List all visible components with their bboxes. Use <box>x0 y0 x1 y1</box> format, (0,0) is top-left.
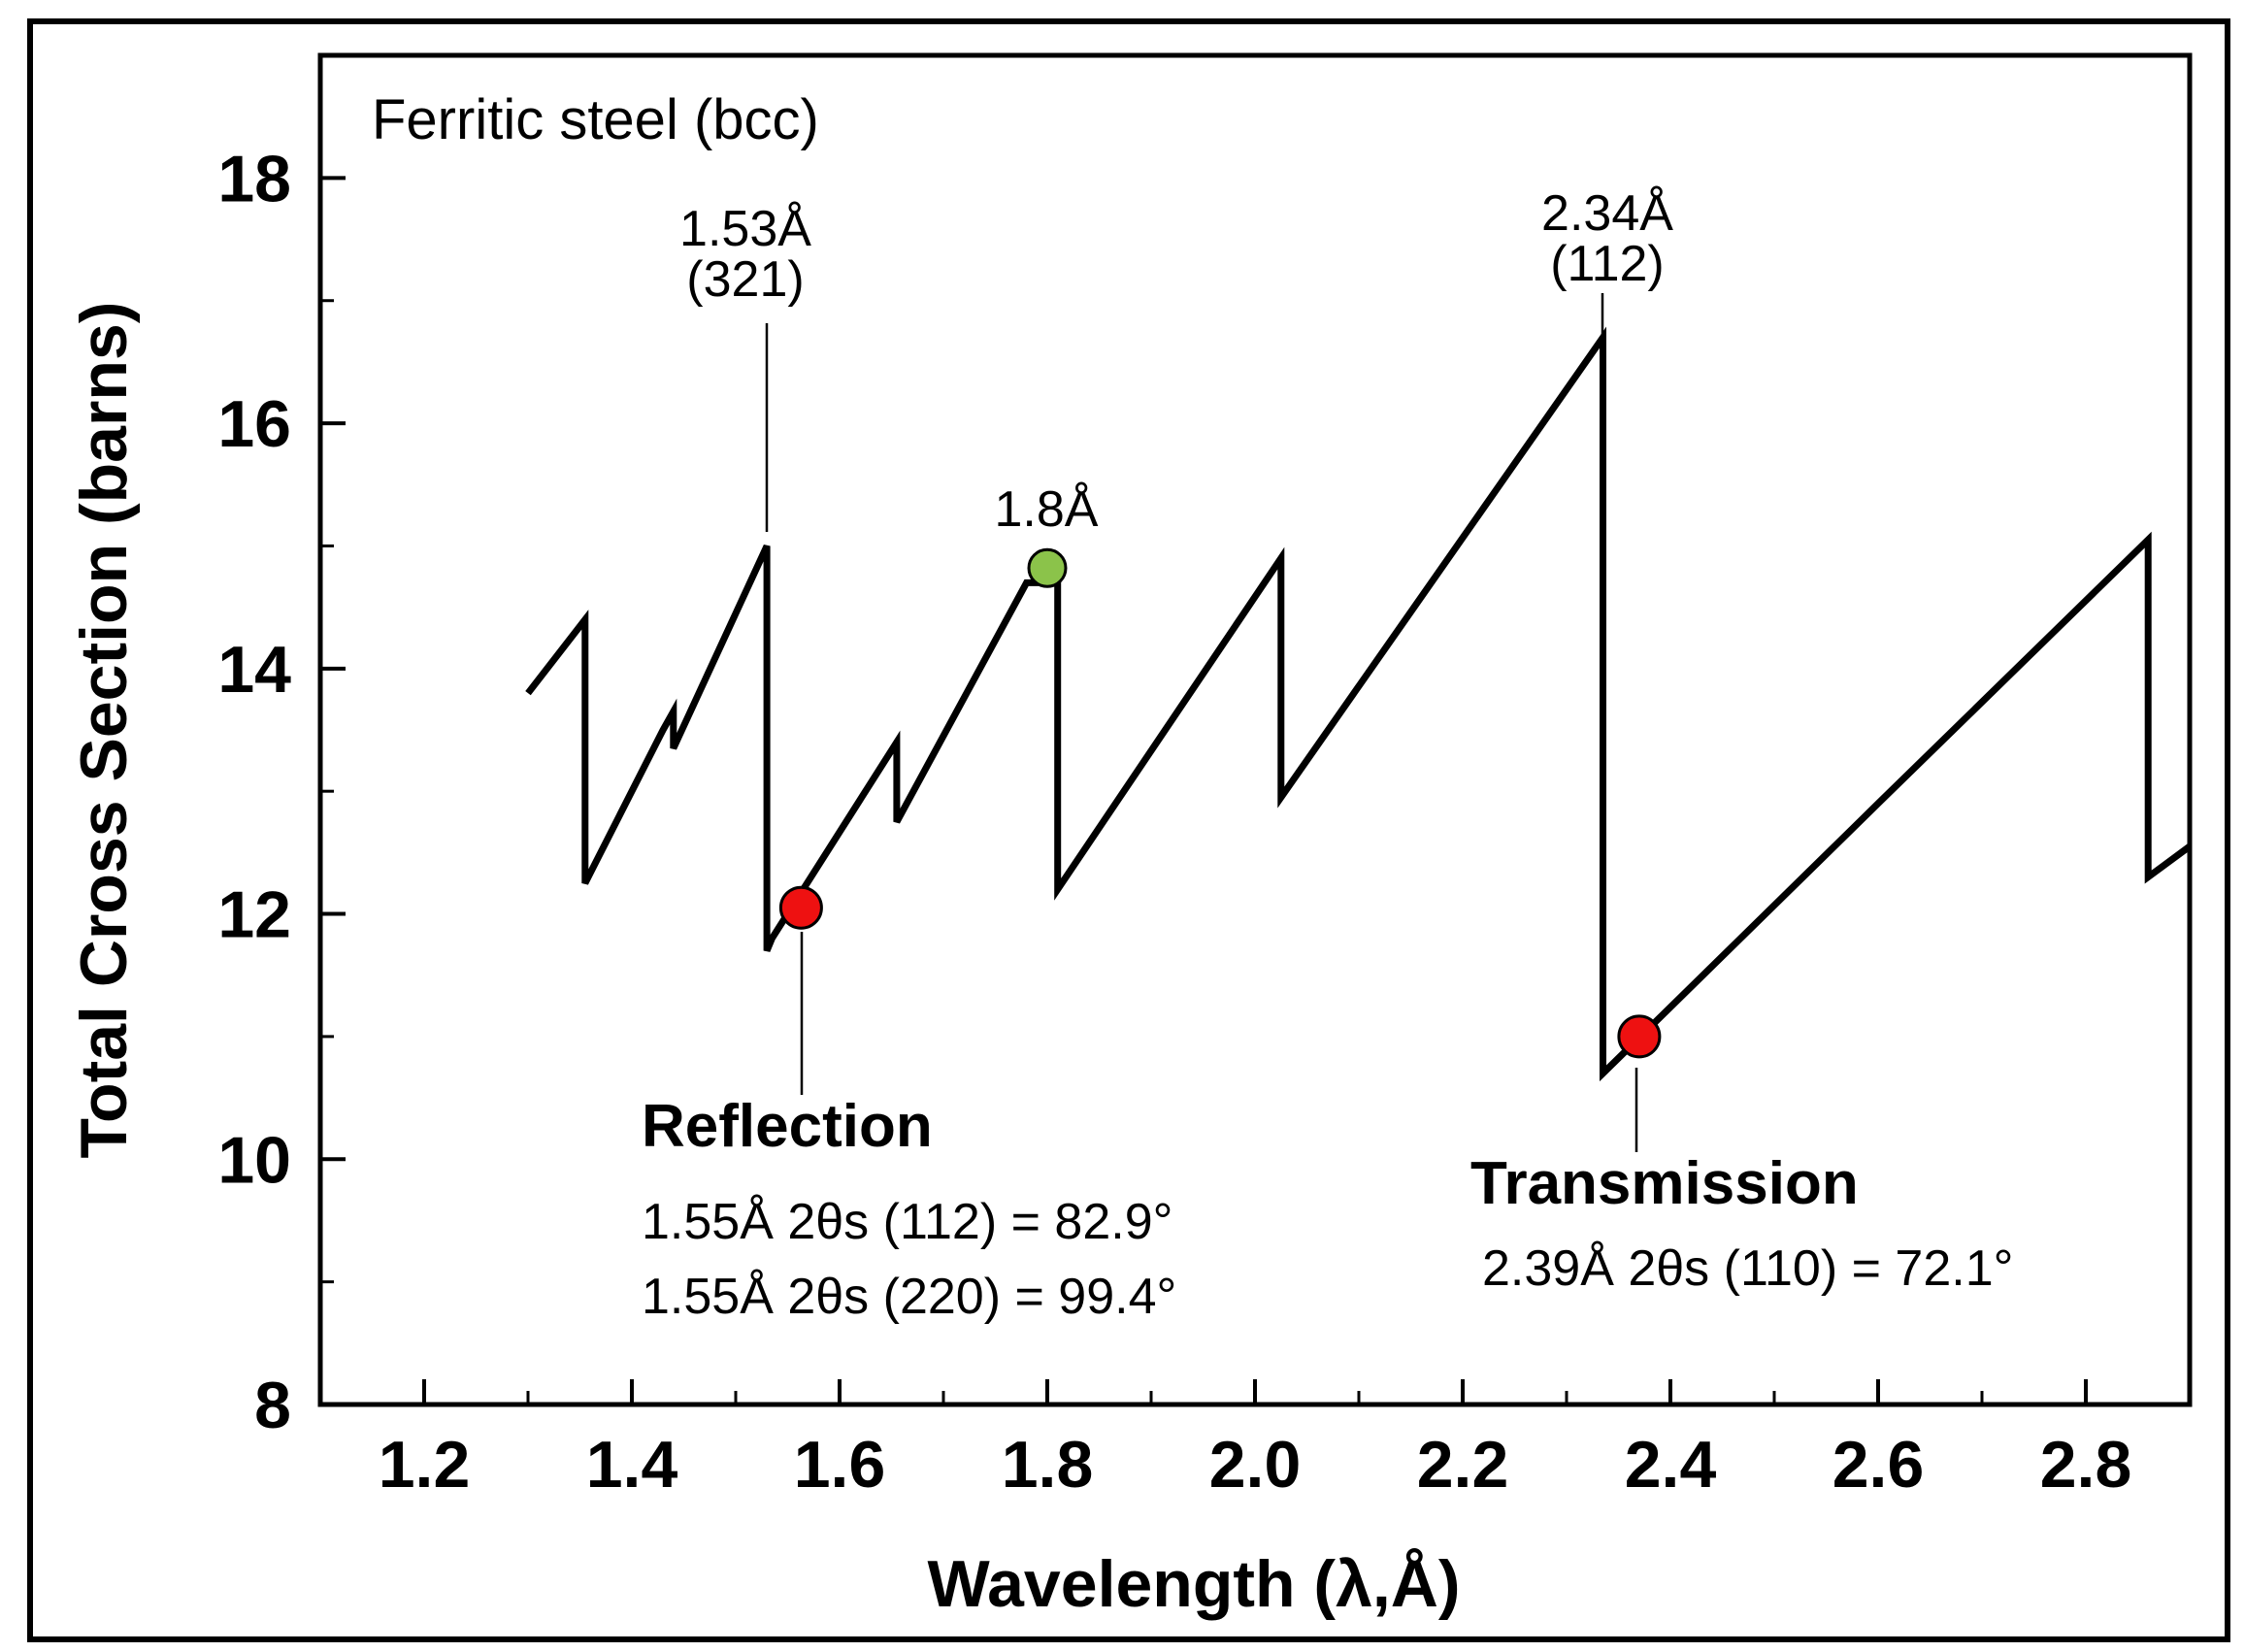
x-tick-label: 2.0 <box>1209 1428 1302 1502</box>
annotation-transmission-title: Transmission <box>1470 1150 1859 1217</box>
marker-red-reflection <box>778 885 823 930</box>
x-axis-ticks: 1.2 1.4 1.6 1.8 2.0 2.2 2.4 2.6 2.8 <box>379 1379 2132 1502</box>
annotation-peak-321-hkl: (321) <box>686 251 804 308</box>
x-tick-label: 1.4 <box>586 1428 678 1502</box>
x-tick-label: 1.2 <box>379 1428 471 1502</box>
annotation-reflection-line2: 1.55Å 2θs (220) = 99.4° <box>642 1269 1176 1325</box>
y-axis-title: Total Cross Section (barns) <box>67 302 141 1159</box>
annotation-reflection-title: Reflection <box>642 1093 933 1160</box>
y-tick-label: 12 <box>217 878 291 952</box>
marker-red-transmission <box>1617 1014 1662 1059</box>
x-tick-label: 1.8 <box>1002 1428 1094 1502</box>
annotation-peak-321-wavelength: 1.53Å <box>679 201 811 257</box>
x-tick-label: 2.8 <box>2040 1428 2132 1502</box>
y-axis-ticks: 8 10 12 14 16 18 <box>217 142 346 1442</box>
figure-border <box>27 18 2230 1642</box>
x-tick-label: 2.4 <box>1625 1428 1717 1502</box>
annotation-reflection-line1: 1.55Å 2θs (112) = 82.9° <box>642 1194 1172 1250</box>
x-axis-title: Wavelength (λ,Å) <box>927 1547 1460 1621</box>
y-tick-label: 8 <box>254 1369 291 1442</box>
y-tick-label: 14 <box>217 633 291 707</box>
plot-frame <box>317 52 2193 1407</box>
annotation-green-point: 1.8Å <box>995 481 1099 538</box>
annotation-peak-112-wavelength: 2.34Å <box>1541 185 1673 242</box>
chart-title: Ferritic steel (bcc) <box>372 88 819 151</box>
x-tick-label: 2.2 <box>1417 1428 1509 1502</box>
y-tick-label: 16 <box>217 387 291 461</box>
x-tick-label: 1.6 <box>794 1428 886 1502</box>
y-tick-label: 10 <box>217 1123 291 1197</box>
x-tick-label: 2.6 <box>1832 1428 1925 1502</box>
cross-section-line <box>525 326 2193 1082</box>
annotation-peak-112-hkl: (112) <box>1550 236 1665 292</box>
marker-green-1p8 <box>1027 547 1068 588</box>
annotation-transmission-line1: 2.39Å 2θs (110) = 72.1° <box>1482 1240 2013 1297</box>
y-tick-label: 18 <box>217 142 291 215</box>
